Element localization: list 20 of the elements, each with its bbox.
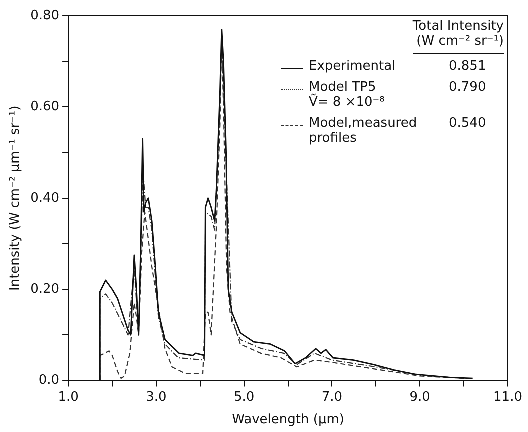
y-tick-label: 0.40: [30, 190, 60, 206]
x-tick-label: 5.0: [234, 390, 255, 405]
y-axis-title: Intensity (W cm⁻² μm⁻¹ sr⁻¹): [8, 106, 24, 291]
y-tick-label: 0.20: [30, 282, 60, 297]
y-tick-label: 0.60: [30, 100, 60, 115]
legend-title: Total Intensity (W cm⁻² sr⁻¹): [412, 19, 504, 54]
annotation: 0.790: [449, 80, 488, 96]
annotation: 0.540: [449, 116, 488, 132]
x-tick-label: 3.0: [146, 390, 167, 405]
legend-label: Model TP5 Ṽ= 8 ×10⁻⁸: [309, 80, 386, 111]
x-tick-label: 9.0: [410, 390, 430, 405]
y-tick-label: 0.0: [38, 373, 60, 388]
x-tick-label: 11.0: [494, 390, 522, 405]
x-tick-label: 7.0: [322, 390, 343, 405]
y-tick-label: 0.80: [30, 8, 60, 24]
annotation: 0.851: [449, 58, 488, 75]
x-tick-label: 1.0: [58, 390, 79, 405]
x-axis-title: Wavelength (μm): [232, 412, 344, 428]
legend-label: Model,measured profiles: [309, 116, 418, 147]
legend-label: Experimental: [309, 58, 397, 75]
